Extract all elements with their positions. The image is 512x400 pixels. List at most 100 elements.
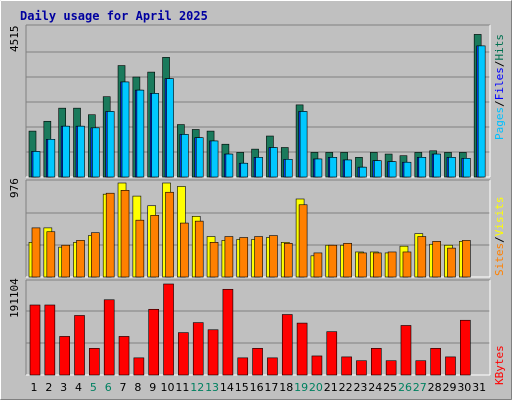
kbytes-bar xyxy=(296,322,308,376)
sites-bar xyxy=(328,244,338,278)
sites-bar xyxy=(135,219,145,278)
sites-bar xyxy=(239,237,249,278)
pages-bar xyxy=(62,125,70,178)
legend-pages-files-hits: Pages/Files/Hits xyxy=(493,34,506,140)
pages-bar xyxy=(151,93,160,178)
kbytes-bar xyxy=(133,357,145,376)
sites-bar xyxy=(402,251,412,278)
legend-text: KBytes xyxy=(493,345,506,385)
x-tick-label: 22 xyxy=(339,381,353,394)
x-tick-label: 16 xyxy=(250,381,264,394)
kbytes-bar xyxy=(356,360,367,376)
pages-bar xyxy=(329,157,338,178)
x-tick-label: 3 xyxy=(60,381,67,394)
legend-visits: Visits xyxy=(493,197,506,237)
pages-bar xyxy=(195,137,204,178)
sites-bar xyxy=(165,191,174,278)
panel-visits-max-label: 976 xyxy=(8,178,21,198)
kbytes-bar xyxy=(89,348,100,376)
pages-bar xyxy=(77,125,85,178)
kbytes-bar xyxy=(192,322,204,376)
legend-sites: Sites xyxy=(493,243,506,276)
kbytes-bar xyxy=(252,348,263,376)
pages-bar xyxy=(463,158,471,178)
sites-bar xyxy=(358,252,367,278)
legend-files: Files xyxy=(493,67,506,100)
x-tick-label: 17 xyxy=(264,381,278,394)
x-tick-label: 14 xyxy=(220,381,234,394)
kbytes-bar xyxy=(222,288,234,376)
x-tick-label: 27 xyxy=(413,381,427,394)
x-tick-label: 29 xyxy=(442,381,456,394)
x-tick-label: 7 xyxy=(120,381,127,394)
kbytes-bar xyxy=(415,360,427,376)
sites-bar xyxy=(194,220,204,278)
pages-bar xyxy=(388,161,397,178)
pages-bar xyxy=(270,147,278,178)
legend-sites-visits: Sites/Visits xyxy=(493,197,506,277)
pages-bar xyxy=(47,139,56,178)
kbytes-bar xyxy=(385,360,397,376)
x-tick-label: 25 xyxy=(383,381,397,394)
x-tick-label: 31 xyxy=(472,381,486,394)
legend-kbytes: KBytes xyxy=(493,345,506,385)
pages-bar xyxy=(106,111,115,178)
x-tick-label: 21 xyxy=(324,381,338,394)
legend-hits: Hits xyxy=(493,34,506,61)
kbytes-bar xyxy=(370,348,382,376)
x-tick-label: 2 xyxy=(45,381,52,394)
sites-bar xyxy=(105,192,115,278)
kbytes-bar xyxy=(430,348,441,376)
sites-bar xyxy=(31,227,41,278)
panel-kbytes-max-label: 191104 xyxy=(8,278,21,318)
sites-bar xyxy=(372,252,382,278)
x-tick-label: 10 xyxy=(161,381,175,394)
pages-bar xyxy=(136,89,145,178)
x-tick-label: 18 xyxy=(279,381,293,394)
pages-bar xyxy=(166,78,174,178)
pages-bar xyxy=(314,158,323,178)
kbytes-bar xyxy=(29,304,41,376)
legend-kbytes: KBytes xyxy=(493,345,506,385)
x-tick-label: 12 xyxy=(190,381,204,394)
kbytes-bar xyxy=(103,299,115,376)
kbytes-bar xyxy=(460,319,471,376)
kbytes-bar xyxy=(400,325,412,376)
kbytes-bar xyxy=(445,356,456,376)
x-tick-label: 20 xyxy=(309,381,323,394)
pages-bar xyxy=(240,162,249,178)
sites-bar xyxy=(269,235,278,278)
sites-bar xyxy=(254,236,263,278)
x-tick-label: 24 xyxy=(368,381,382,394)
x-tick-label: 9 xyxy=(149,381,156,394)
x-tick-label: 8 xyxy=(134,381,141,394)
pages-bar xyxy=(477,45,486,178)
kbytes-bar xyxy=(311,355,323,376)
kbytes-bar xyxy=(341,356,352,376)
pages-bar xyxy=(32,151,41,178)
sites-bar xyxy=(432,241,441,278)
kbytes-bar xyxy=(74,315,85,376)
sites-bar xyxy=(91,232,100,278)
sites-bar xyxy=(417,236,427,278)
kbytes-bar xyxy=(59,336,70,376)
pages-bar xyxy=(284,158,293,178)
pages-bar xyxy=(448,157,456,178)
pages-bar xyxy=(255,157,263,178)
chart-title: Daily usage for April 2025 xyxy=(20,9,208,23)
panel-hits-max-label: 4515 xyxy=(8,26,21,53)
pages-bar xyxy=(181,134,189,178)
pages-bar xyxy=(403,161,412,178)
sites-bar xyxy=(462,240,471,278)
x-tick-label: 5 xyxy=(90,381,97,394)
sites-bar xyxy=(76,240,85,278)
pages-bar xyxy=(121,81,130,178)
legend-text: Pages/Files/Hits xyxy=(493,34,506,140)
kbytes-bar xyxy=(207,329,219,376)
pages-bar xyxy=(299,111,308,178)
pages-bar xyxy=(92,127,100,178)
sites-bar xyxy=(283,242,293,278)
legend-pages: Pages xyxy=(493,107,506,140)
kbytes-bar xyxy=(148,308,160,376)
